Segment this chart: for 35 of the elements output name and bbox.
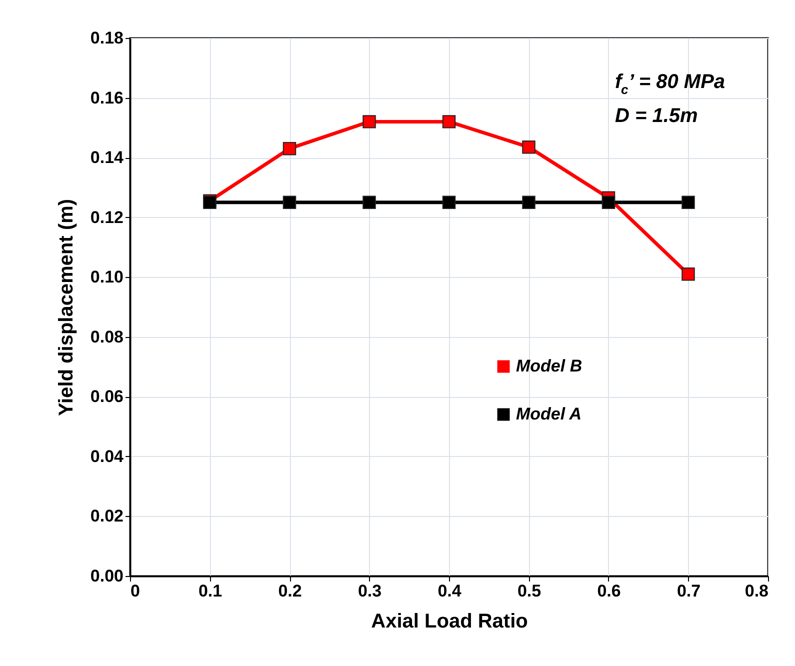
point: [362, 196, 376, 210]
x-tick-label: 0.6: [597, 582, 621, 600]
point: [522, 140, 536, 154]
point: [282, 142, 296, 156]
legend-label: Model B: [516, 356, 582, 376]
y-axis-title: Yield displacement (m): [55, 198, 78, 416]
annotation: D = 1.5m: [615, 105, 698, 127]
point: [442, 115, 456, 128]
x-tick-label: 0.2: [278, 582, 302, 600]
y-tick-label: 0.14: [90, 148, 124, 168]
point: [682, 268, 695, 281]
x-axis-title: Axial Load Ratio: [371, 610, 528, 632]
y-tick-label: 0.02: [90, 506, 124, 526]
y-tick-label: 0.10: [90, 268, 124, 287]
y-tick-label: 0.16: [90, 88, 124, 108]
point: [522, 196, 536, 210]
point: [602, 196, 616, 210]
y-tick-label: 0.06: [90, 387, 124, 406]
x-tick-label: 0.8: [744, 582, 768, 600]
x-tick-label: 0.5: [517, 582, 542, 600]
point: [682, 196, 695, 210]
legend-label: Model A: [516, 404, 582, 424]
x-tick-label: 0.1: [198, 582, 222, 600]
point: [362, 115, 376, 128]
y-tick-label: 0.08: [90, 327, 124, 346]
y-tick-label: 0.18: [90, 28, 124, 48]
y-tick-label: 0.00: [90, 566, 124, 586]
x-tick-label: 0.7: [676, 582, 701, 600]
x-tick-label: 0.3: [358, 582, 382, 600]
x-tick-label: 0.4: [438, 582, 462, 600]
y-tick-label: 0.04: [90, 446, 124, 466]
point: [282, 196, 296, 210]
x-tick-label: 0: [130, 582, 140, 600]
point: [442, 196, 456, 210]
y-tick-label: 0.12: [90, 208, 124, 227]
